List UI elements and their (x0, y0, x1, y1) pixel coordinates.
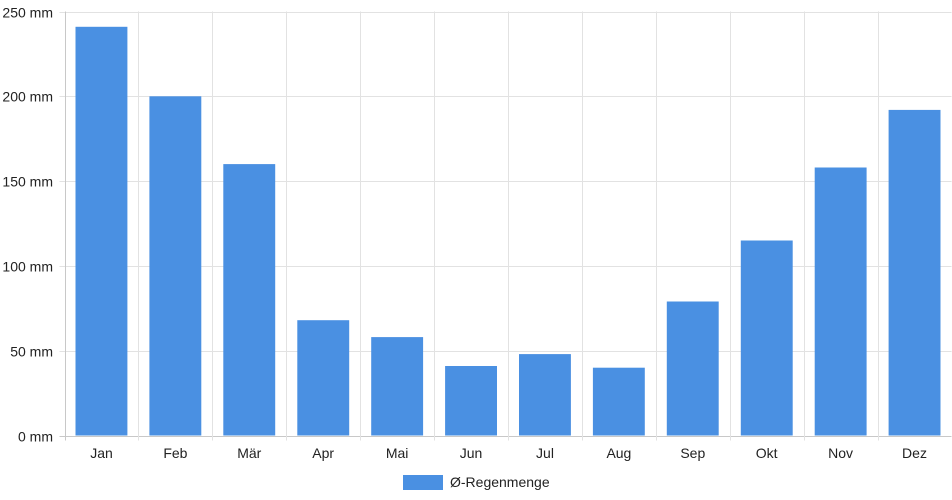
x-tick-label: Jan (90, 445, 113, 461)
legend[interactable]: Ø-Regenmenge (403, 474, 550, 490)
x-tick-label: Feb (163, 445, 187, 461)
bar-feb[interactable] (149, 96, 202, 436)
bar-mär[interactable] (223, 164, 276, 436)
legend-swatch[interactable] (403, 475, 443, 490)
bar-aug[interactable] (592, 367, 645, 436)
x-tick-label: Jun (460, 445, 483, 461)
bar-okt[interactable] (740, 240, 793, 436)
bar-jan[interactable] (75, 26, 128, 436)
x-tick-label: Aug (606, 445, 631, 461)
y-tick-label: 250 mm (2, 5, 53, 21)
y-tick-label: 150 mm (2, 174, 53, 190)
bar-apr[interactable] (297, 320, 350, 436)
y-axis-tick-labels: 0 mm 50 mm 100 mm 150 mm 200 mm 250 mm (2, 5, 53, 445)
x-tick-label: Mai (386, 445, 409, 461)
bar-sep[interactable] (666, 301, 719, 436)
x-tick-label: Dez (902, 445, 927, 461)
y-tick-label: 0 mm (18, 429, 53, 445)
x-tick-label: Jul (536, 445, 554, 461)
legend-label[interactable]: Ø-Regenmenge (450, 474, 550, 490)
x-axis-tick-labels: Jan Feb Mär Apr Mai Jun Jul Aug Sep Okt Nov Dez (90, 445, 927, 461)
x-tick-label: Apr (312, 445, 334, 461)
x-tick-label: Nov (828, 445, 853, 461)
bar-jul[interactable] (519, 354, 571, 436)
x-tick-label: Mär (237, 445, 261, 461)
y-tick-label: 50 mm (10, 344, 53, 360)
bars (75, 26, 941, 436)
bar-jun[interactable] (445, 366, 497, 436)
y-tick-label: 200 mm (2, 89, 53, 105)
x-tick-label: Okt (756, 445, 778, 461)
bar-nov[interactable] (814, 167, 867, 436)
bar-dez[interactable] (888, 109, 941, 436)
grid (59, 11, 952, 441)
y-tick-label: 100 mm (2, 259, 53, 275)
bar-mai[interactable] (371, 337, 424, 436)
x-tick-label: Sep (680, 445, 705, 461)
